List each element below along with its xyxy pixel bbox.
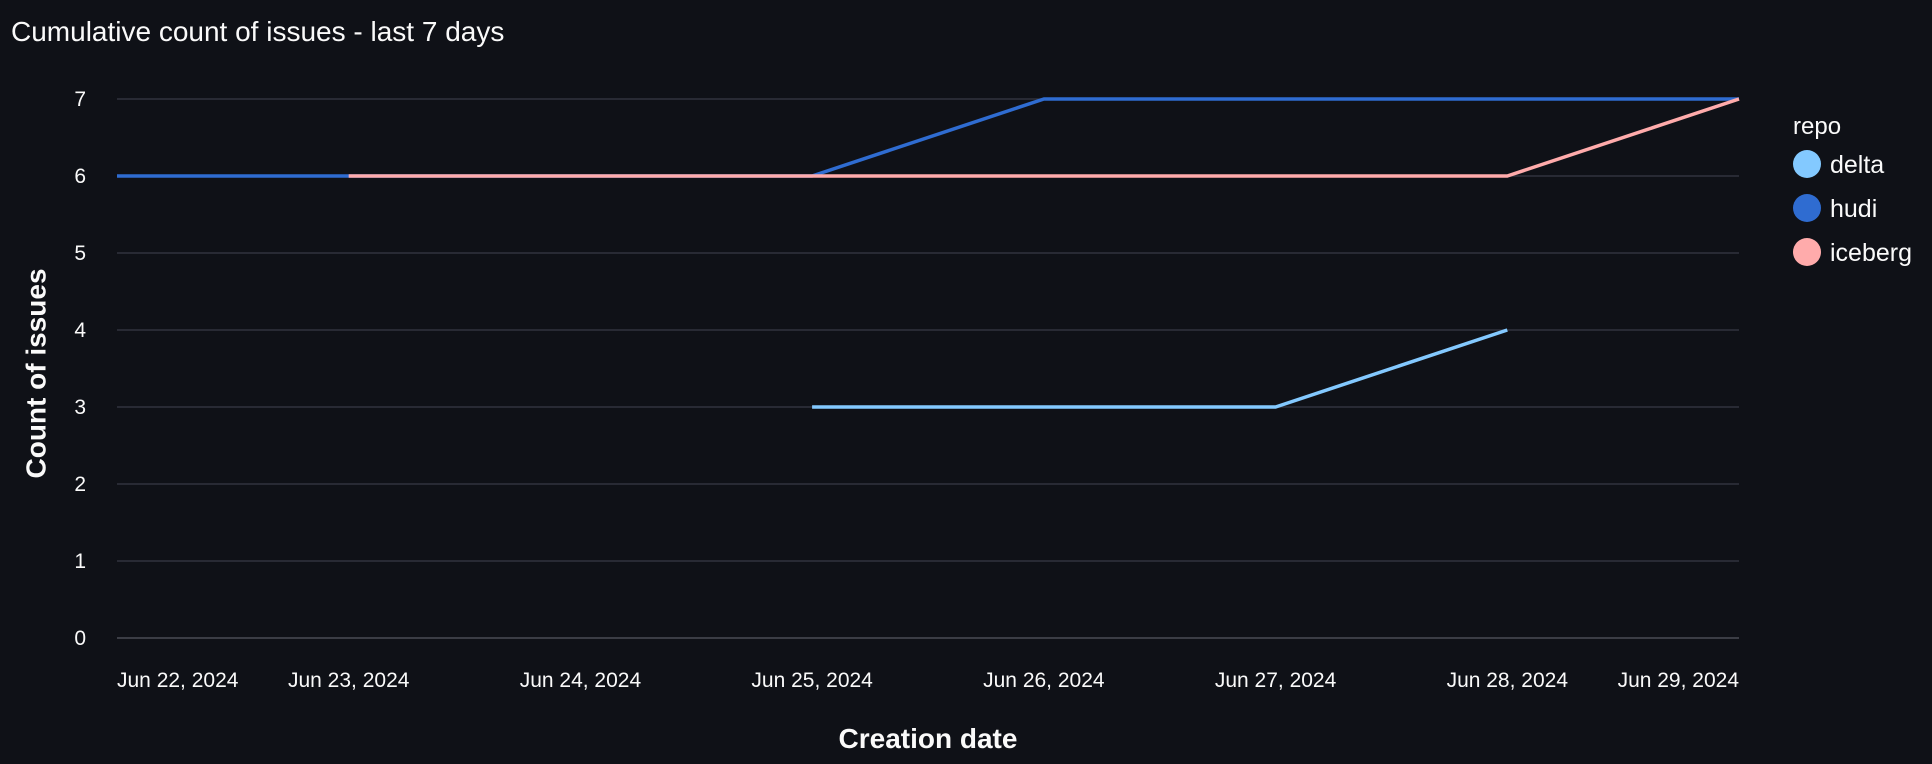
series-line-iceberg [348,97,1740,178]
legend-label-delta: delta [1830,151,1884,179]
legend-swatch-iceberg [1793,238,1821,266]
x-tick-label: Jun 27, 2024 [1215,669,1337,692]
chart-title: Cumulative count of issues - last 7 days [11,16,505,47]
y-tick-label: 0 [74,627,86,650]
legend-swatch-delta [1793,150,1821,178]
x-axis-ticks: Jun 22, 2024 Jun 23, 2024 Jun 24, 2024 Jun … [117,669,1739,692]
y-tick-label: 4 [74,319,86,342]
x-tick-label: Jun 26, 2024 [983,669,1105,692]
x-tick-label: Jun 25, 2024 [751,669,873,692]
y-axis-title: Count of issues [20,268,51,478]
y-tick-label: 7 [74,88,86,111]
x-axis-title: Creation date [839,723,1018,754]
x-tick-label: Jun 24, 2024 [520,669,642,692]
x-tick-label: Jun 28, 2024 [1447,669,1569,692]
x-tick-label: Jun 29, 2024 [1618,669,1740,692]
y-axis-ticks: 0 1 2 3 4 5 6 7 [74,88,86,650]
y-tick-label: 5 [74,242,86,265]
y-tick-label: 3 [74,396,86,419]
x-tick-label: Jun 22, 2024 [117,669,239,692]
legend: repo delta hudi iceberg [1793,113,1912,267]
legend-swatch-hudi [1793,194,1821,222]
legend-title: repo [1793,113,1841,140]
legend-label-hudi: hudi [1830,195,1877,223]
x-tick-label: Jun 23, 2024 [288,669,410,692]
series-line-hudi [117,97,1739,178]
legend-label-iceberg: iceberg [1830,239,1912,267]
series-lines [117,97,1740,409]
series-line-delta [812,328,1508,409]
gridlines [117,98,1739,639]
y-tick-label: 1 [74,550,86,573]
y-tick-label: 2 [74,473,86,496]
y-tick-label: 6 [74,165,86,188]
